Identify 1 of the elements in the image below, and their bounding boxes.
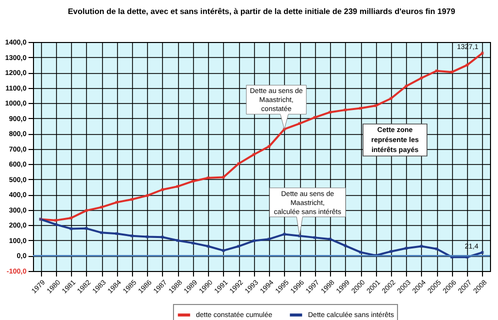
chart-title: Evolution de la dette, avec et sans intérêts, à partir de la dette initiale de 239 milliards d'euros fin 1979 bbox=[68, 7, 456, 16]
